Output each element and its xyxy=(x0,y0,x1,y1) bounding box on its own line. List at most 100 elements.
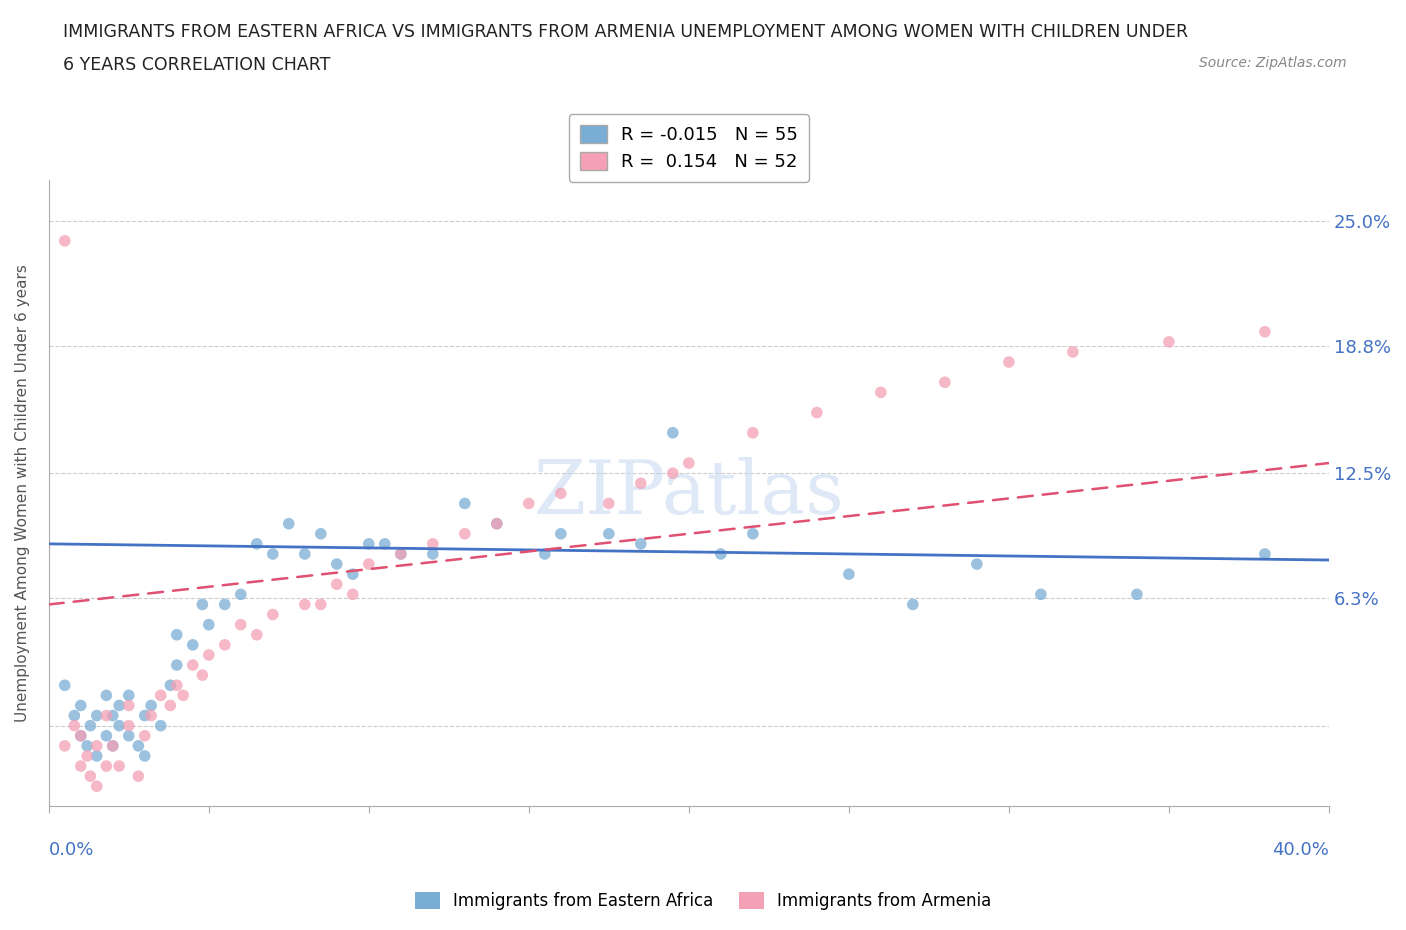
Point xyxy=(389,547,412,562)
Point xyxy=(357,557,380,572)
Point xyxy=(662,466,685,481)
Point xyxy=(326,557,349,572)
Point xyxy=(166,678,188,693)
Point xyxy=(901,597,924,612)
Point xyxy=(869,385,891,400)
Point xyxy=(262,547,284,562)
Point xyxy=(630,537,652,551)
Point xyxy=(485,516,508,531)
Point xyxy=(246,628,269,643)
Point xyxy=(550,526,572,541)
Point xyxy=(69,698,91,713)
Point xyxy=(374,537,396,551)
Point xyxy=(118,698,141,713)
Point xyxy=(1062,344,1084,359)
Point xyxy=(454,526,477,541)
Point xyxy=(63,708,86,723)
Point xyxy=(149,718,172,733)
Point xyxy=(1126,587,1149,602)
Point xyxy=(134,708,156,723)
Legend: Immigrants from Eastern Africa, Immigrants from Armenia: Immigrants from Eastern Africa, Immigran… xyxy=(408,885,998,917)
Point xyxy=(1029,587,1052,602)
Point xyxy=(159,698,181,713)
Point xyxy=(710,547,733,562)
Point xyxy=(389,547,412,562)
Point xyxy=(662,425,685,440)
Point xyxy=(246,537,269,551)
Point xyxy=(229,587,252,602)
Point xyxy=(86,778,108,793)
Point xyxy=(79,769,101,784)
Point xyxy=(214,637,236,652)
Point xyxy=(934,375,956,390)
Point xyxy=(342,587,364,602)
Point xyxy=(166,628,188,643)
Point xyxy=(741,425,763,440)
Point xyxy=(422,547,444,562)
Point xyxy=(533,547,555,562)
Point xyxy=(1254,547,1277,562)
Point xyxy=(86,708,108,723)
Point xyxy=(191,597,214,612)
Point xyxy=(342,566,364,581)
Point xyxy=(134,728,156,743)
Point xyxy=(741,526,763,541)
Legend: R = -0.015   N = 55, R =  0.154   N = 52: R = -0.015 N = 55, R = 0.154 N = 52 xyxy=(569,114,808,181)
Point xyxy=(86,749,108,764)
Point xyxy=(127,769,149,784)
Point xyxy=(598,496,620,511)
Point xyxy=(454,496,477,511)
Point xyxy=(118,728,141,743)
Point xyxy=(76,749,98,764)
Point xyxy=(172,688,194,703)
Point xyxy=(517,496,540,511)
Point xyxy=(108,718,131,733)
Point xyxy=(96,688,118,703)
Point xyxy=(966,557,988,572)
Y-axis label: Unemployment Among Women with Children Under 6 years: Unemployment Among Women with Children U… xyxy=(15,264,30,723)
Point xyxy=(191,668,214,683)
Point xyxy=(79,718,101,733)
Point xyxy=(159,678,181,693)
Point xyxy=(53,233,76,248)
Point xyxy=(294,597,316,612)
Point xyxy=(149,688,172,703)
Point xyxy=(53,738,76,753)
Point xyxy=(422,537,444,551)
Point xyxy=(1254,325,1277,339)
Point xyxy=(101,738,124,753)
Point xyxy=(141,708,163,723)
Point xyxy=(108,698,131,713)
Point xyxy=(86,738,108,753)
Point xyxy=(678,456,700,471)
Point xyxy=(134,749,156,764)
Point xyxy=(630,476,652,491)
Point xyxy=(166,658,188,672)
Point xyxy=(141,698,163,713)
Point xyxy=(262,607,284,622)
Point xyxy=(96,759,118,774)
Point xyxy=(69,728,91,743)
Point xyxy=(96,708,118,723)
Point xyxy=(485,516,508,531)
Point xyxy=(550,485,572,500)
Point xyxy=(806,405,828,420)
Point xyxy=(127,738,149,753)
Point xyxy=(76,738,98,753)
Text: 40.0%: 40.0% xyxy=(1272,841,1329,859)
Point xyxy=(1157,335,1180,350)
Point xyxy=(229,618,252,632)
Text: IMMIGRANTS FROM EASTERN AFRICA VS IMMIGRANTS FROM ARMENIA UNEMPLOYMENT AMONG WOM: IMMIGRANTS FROM EASTERN AFRICA VS IMMIGR… xyxy=(63,23,1188,41)
Point xyxy=(998,354,1021,369)
Point xyxy=(69,759,91,774)
Point xyxy=(197,647,219,662)
Point xyxy=(118,688,141,703)
Point xyxy=(326,577,349,591)
Point xyxy=(96,728,118,743)
Point xyxy=(214,597,236,612)
Point xyxy=(108,759,131,774)
Point xyxy=(181,637,204,652)
Text: Source: ZipAtlas.com: Source: ZipAtlas.com xyxy=(1199,56,1347,70)
Point xyxy=(69,728,91,743)
Point xyxy=(277,516,299,531)
